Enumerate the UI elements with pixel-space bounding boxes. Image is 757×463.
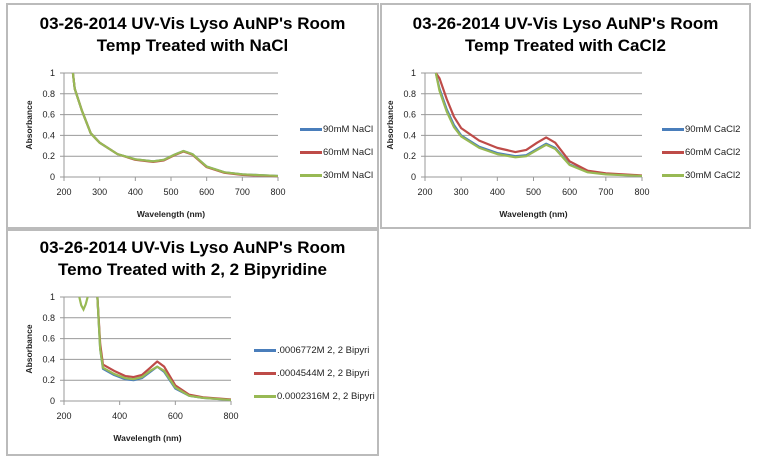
- chart-title-line: 03-26-2014 UV-Vis Lyso AuNP's Room: [412, 14, 719, 33]
- x-tick-label: 200: [417, 187, 432, 197]
- legend-item: .0006772M 2, 2 Bipyri: [254, 339, 375, 362]
- x-axis-label: Wavelength (nm): [113, 433, 181, 443]
- y-axis-label: Absorbance: [385, 100, 395, 149]
- chart-nacl: 03-26-2014 UV-Vis Lyso AuNP's Room Temp T…: [6, 3, 379, 229]
- x-tick-label: 300: [454, 187, 469, 197]
- y-tick-label: 0.8: [403, 89, 416, 99]
- y-tick-label: 0.4: [42, 130, 55, 140]
- y-tick-label: 1: [50, 292, 55, 302]
- y-tick-label: 0.6: [42, 110, 55, 120]
- series-line: [434, 72, 642, 177]
- x-tick-label: 800: [270, 187, 285, 197]
- y-tick-label: 0.2: [42, 375, 55, 385]
- legend-label: 0.0002316M 2, 2 Bipyri: [277, 391, 375, 402]
- y-axis-label: Absorbance: [24, 324, 34, 373]
- legend-label: 30mM CaCl2: [685, 170, 741, 181]
- series-line: [434, 72, 642, 178]
- chart-cacl2: 03-26-2014 UV-Vis Lyso AuNP's Room Temp T…: [380, 3, 751, 229]
- legend-swatch: [254, 349, 276, 352]
- y-tick-label: 0: [50, 172, 55, 182]
- y-tick-label: 0.4: [403, 130, 416, 140]
- x-tick-label: 300: [92, 187, 107, 197]
- y-tick-label: 0.8: [42, 313, 55, 323]
- legend-label: .0004544M 2, 2 Bipyri: [277, 368, 370, 379]
- legend-item: 0.0002316M 2, 2 Bipyri: [254, 385, 375, 408]
- legend-item: 90mM NaCl: [300, 118, 373, 141]
- legend-label: 90mM CaCl2: [685, 124, 741, 135]
- chart-title-line: Temp Treated with CaCl2: [465, 36, 666, 55]
- legend-label: 60mM CaCl2: [685, 147, 741, 158]
- series-line: [96, 296, 231, 402]
- x-tick-label: 600: [168, 411, 183, 421]
- series-line: [71, 72, 278, 178]
- legend: 90mM NaCl 60mM NaCl 30mM NaCl: [300, 118, 373, 187]
- legend-swatch: [300, 128, 322, 131]
- y-tick-label: 1: [411, 68, 416, 78]
- legend-item: .0004544M 2, 2 Bipyri: [254, 362, 375, 385]
- legend-swatch: [254, 372, 276, 375]
- series-line: [96, 296, 231, 401]
- legend-item: 60mM NaCl: [300, 141, 373, 164]
- chart-title-line: Temp Treated with NaCl: [96, 36, 289, 55]
- x-tick-label: 800: [223, 411, 238, 421]
- legend-item: 30mM CaCl2: [662, 164, 740, 187]
- x-tick-label: 700: [235, 187, 250, 197]
- legend-swatch: [662, 151, 684, 154]
- x-tick-label: 800: [634, 187, 649, 197]
- x-tick-label: 600: [199, 187, 214, 197]
- chart-title-line: 03-26-2014 UV-Vis Lyso AuNP's Room: [39, 14, 346, 33]
- chart-title-line: 03-26-2014 UV-Vis Lyso AuNP's Room: [39, 238, 346, 257]
- x-tick-label: 400: [112, 411, 127, 421]
- x-axis-label: Wavelength (nm): [137, 209, 205, 219]
- y-axis-label: Absorbance: [24, 100, 34, 149]
- x-tick-label: 400: [128, 187, 143, 197]
- y-tick-label: 0.2: [42, 151, 55, 161]
- y-tick-label: 0.8: [42, 89, 55, 99]
- x-tick-label: 400: [490, 187, 505, 197]
- legend-swatch: [254, 395, 276, 398]
- legend-item: 30mM NaCl: [300, 164, 373, 187]
- legend-item: 60mM CaCl2: [662, 141, 740, 164]
- chart-title-line: Temo Treated with 2, 2 Bipyridine: [58, 260, 327, 279]
- series-line: [96, 296, 231, 402]
- plot-area: 0 0.2 0.4 0.6 0.8 1 200 400 600 800 Wavelength (nm…: [24, 292, 239, 443]
- plot-area: 0 0.2 0.4 0.6 0.8 1 200 300 400 500 600 700 800 Wavel…: [24, 68, 286, 219]
- legend-label: 60mM NaCl: [323, 147, 374, 158]
- y-tick-label: 0.2: [403, 151, 416, 161]
- legend-swatch: [300, 174, 322, 177]
- chart-bipyridine: 03-26-2014 UV-Vis Lyso AuNP's Room Temo T…: [6, 229, 379, 456]
- series-line-segment: [78, 296, 89, 313]
- legend-item: 90mM CaCl2: [662, 118, 740, 141]
- y-tick-label: 0: [411, 172, 416, 182]
- legend: 90mM CaCl2 60mM CaCl2 30mM CaCl2: [662, 118, 740, 187]
- series-line: [434, 72, 642, 178]
- plot-area: 0 0.2 0.4 0.6 0.8 1 200 300 400 500 600 700 800 Wavel…: [385, 68, 650, 219]
- x-tick-label: 500: [526, 187, 541, 197]
- x-tick-label: 500: [163, 187, 178, 197]
- legend: .0006772M 2, 2 Bipyri .0004544M 2, 2 Bipy…: [254, 339, 375, 408]
- y-tick-label: 0.6: [42, 334, 55, 344]
- series-line: [71, 72, 278, 178]
- x-tick-label: 200: [56, 411, 71, 421]
- legend-swatch: [300, 151, 322, 154]
- legend-label: 30mM NaCl: [323, 170, 374, 181]
- legend-swatch: [662, 174, 684, 177]
- x-axis-label: Wavelength (nm): [499, 209, 567, 219]
- y-tick-label: 1: [50, 68, 55, 78]
- chart-title: 03-26-2014 UV-Vis Lyso AuNP's Room Temp T…: [382, 13, 749, 57]
- legend-label: 90mM NaCl: [323, 124, 374, 135]
- legend-label: .0006772M 2, 2 Bipyri: [277, 345, 370, 356]
- legend-swatch: [662, 128, 684, 131]
- chart-title: 03-26-2014 UV-Vis Lyso AuNP's Room Temo T…: [8, 237, 377, 281]
- x-tick-label: 200: [56, 187, 71, 197]
- y-tick-label: 0.6: [403, 110, 416, 120]
- chart-title: 03-26-2014 UV-Vis Lyso AuNP's Room Temp T…: [8, 13, 377, 57]
- y-tick-label: 0.4: [42, 354, 55, 364]
- x-tick-label: 700: [598, 187, 613, 197]
- x-tick-label: 600: [562, 187, 577, 197]
- y-tick-label: 0: [50, 396, 55, 406]
- series-line: [71, 72, 278, 178]
